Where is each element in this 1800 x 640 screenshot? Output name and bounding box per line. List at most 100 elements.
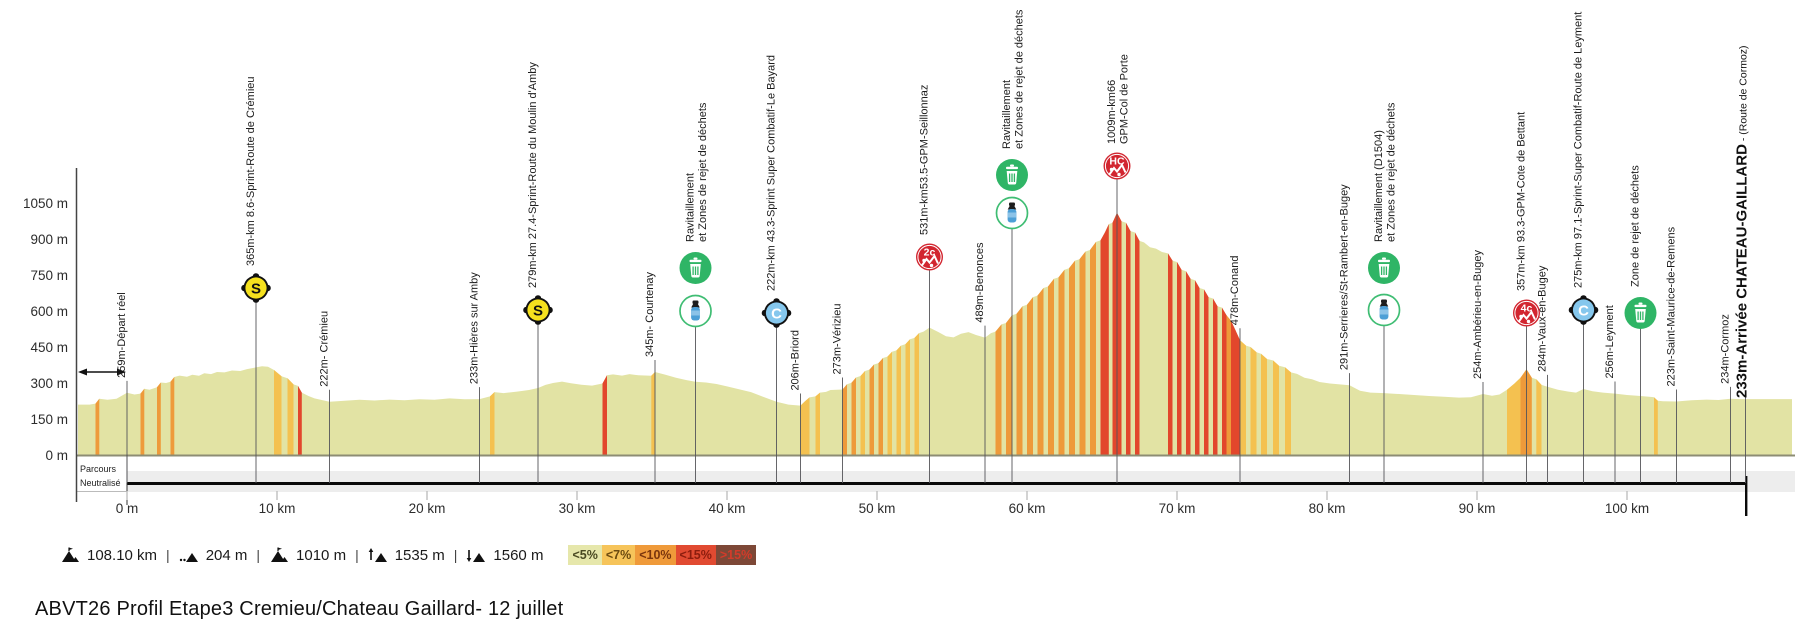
gradient-stripe: [1235, 330, 1240, 455]
marker-label: Ravitaillement: [685, 173, 697, 242]
gradient-stripe: [95, 398, 100, 455]
gradient-stripe: [860, 371, 865, 455]
gradient-stripe: [1250, 347, 1257, 455]
marker-sprint-km27.4: S 279m-km 27.4-Sprint-Route du Moulin d'A…: [523, 62, 553, 483]
gradient-stripe: [1016, 306, 1023, 455]
stat-ascent: 1535 m: [394, 546, 445, 564]
y-axis-label: 900 m: [30, 232, 68, 247]
gradient-stripe: [1195, 280, 1200, 455]
marker-town-km103.3: 223m-Saint-Maurice-de-Remens: [1666, 226, 1678, 483]
route-band: [127, 471, 1795, 492]
gradient-legend-gt15: >15%: [715, 545, 757, 565]
marker-town-km81.5: 291m-Serrieres/St-Rambert-en-Bugey: [1339, 184, 1351, 483]
gradient-stripe: [1037, 288, 1044, 455]
neutral-section-label: Parcours Neutralisé: [80, 463, 121, 490]
marker-label: 206m-Briord: [790, 330, 802, 391]
gradient-stripe: [170, 377, 175, 455]
gradient-stripe: [287, 378, 294, 455]
svg-text:4c: 4c: [1521, 303, 1533, 315]
x-axis-label: 90 km: [1459, 501, 1496, 516]
gradient-stripe: [274, 370, 282, 455]
gradient-stripe: [1177, 262, 1182, 455]
marker-start-km0: 259m-Départ réel: [116, 292, 128, 483]
stat-descent: 1560 m: [493, 546, 544, 564]
gradient-stripe: [1240, 340, 1246, 455]
x-axis-label: 30 km: [559, 501, 596, 516]
svg-text:S: S: [533, 303, 543, 320]
marker-ravito-km83.8: Ravitaillement (D1504) et Zones de rejet …: [1367, 102, 1401, 483]
y-axis-label: 0 m: [45, 448, 68, 463]
gradient-stripe: [1100, 232, 1105, 455]
svg-text:2c: 2c: [924, 247, 936, 259]
marker-gpm-km53.5: 2c 531m-km53.5-GPM-Seillonnaz: [916, 85, 943, 483]
gradient-stripe: [1058, 269, 1065, 455]
neutral-line1: Parcours: [80, 464, 117, 474]
stat-lowest: 204 m: [205, 546, 248, 564]
marker-label: 222m- Crémieu: [319, 311, 331, 387]
gradient-stripe: [869, 364, 874, 455]
x-axis-label: 50 km: [859, 501, 896, 516]
marker-label: 478m-Conand: [1229, 256, 1241, 326]
gradient-stripe: [1507, 383, 1515, 455]
gradient-stripe: [851, 377, 856, 455]
marker-waste-km100.9: Zone de rejet de déchets: [1624, 165, 1657, 483]
marker-combatif-km97.1: C 275m-km 97.1-Sprint-Super Combatif-Rout…: [1568, 12, 1599, 483]
x-axis-label: 100 km: [1605, 501, 1649, 516]
highest-point-icon: [269, 547, 289, 563]
gradient-stripe: [842, 384, 847, 455]
gradient-stripe: [1112, 212, 1117, 455]
marker-label: 357m-km 93.3-GPM-Cote de Bettant: [1516, 112, 1528, 291]
marker-label: GPM-Col de Porte: [1119, 54, 1131, 144]
gradient-stripe: [800, 401, 805, 455]
gradient-stripe: [1526, 369, 1532, 455]
y-axis-label: 150 m: [30, 412, 68, 427]
gradient-stripe: [887, 351, 892, 455]
svg-text:C: C: [771, 306, 782, 323]
marker-label: 234m-Cormoz: [1720, 314, 1732, 384]
marker-town-km94.7: 284m-Vaux-en-Bugey: [1537, 265, 1549, 483]
marker-town-km35.2: 345m- Courtenay: [644, 271, 656, 483]
y-axis-label: 1050 m: [23, 196, 68, 211]
marker-gpm-km66: HC 1009m-km66 GPM-Col de Porte: [1103, 54, 1131, 483]
marker-ravito-km59: Ravitaillement et Zones de rejet de déche…: [995, 9, 1029, 483]
gradient-legend-lt10: <10%: [635, 545, 676, 565]
gradient-stripe: [1222, 307, 1227, 455]
stat-separator: |: [355, 547, 359, 563]
total-ascent-icon: [368, 547, 388, 563]
marker-label: 1009m-km66: [1106, 80, 1118, 144]
marker-sprint-km8.6: S 365m-km 8.6-Sprint-Route de Crémieu: [241, 76, 271, 483]
gradient-stripe: [1048, 278, 1054, 455]
marker-label: 273m-Vérizieu: [832, 304, 844, 375]
gradient-stripe: [1213, 298, 1218, 455]
gradient-stripe: [1204, 289, 1209, 455]
x-axis-label: 80 km: [1309, 501, 1346, 516]
stat-distance: 108.10 km: [87, 546, 158, 564]
marker-label: 291m-Serrieres/St-Rambert-en-Bugey: [1339, 184, 1351, 370]
gradient-stripe: [1520, 369, 1527, 455]
route-end-tick: [1745, 476, 1748, 516]
gradient-stripe: [1186, 271, 1191, 455]
total-descent-icon: [466, 547, 486, 563]
marker-town-km90.4: 254m-Ambérieu-en-Bugey: [1472, 250, 1484, 483]
stat-separator: |: [256, 547, 261, 563]
marker-label: 222m-km 43.3-Sprint Super Combatif-Le Ba…: [766, 55, 778, 291]
gradient-stripe: [298, 385, 302, 455]
x-axis-label: 20 km: [409, 501, 446, 516]
marker-label: 279m-km 27.4-Sprint-Route du Moulin d'Am…: [527, 62, 539, 288]
x-axis-label: 10 km: [259, 501, 296, 516]
gradient-stripe: [1069, 260, 1075, 455]
finish-label: 233m-Arrivée CHATEAU-GAILLARD - (Route d…: [1734, 45, 1751, 398]
x-axis-label: 0 m: [116, 501, 139, 516]
gradient-stripe: [157, 382, 161, 455]
gradient-stripe: [1006, 315, 1012, 455]
marker-ravito-km37.9: Ravitaillement et Zones de rejet de déche…: [679, 102, 712, 483]
marker-combatif-km43.3: C 222m-km 43.3-Sprint Super Combatif-Le B…: [761, 55, 792, 483]
gradient-stripe: [1105, 224, 1109, 455]
gradient-stripe: [1261, 353, 1267, 455]
neutral-line2: Neutralisé: [80, 477, 121, 488]
gradient-stripe: [815, 392, 820, 455]
marker-label: 233m-Hières sur Amby: [469, 272, 481, 384]
gradient-stripe: [878, 358, 883, 455]
gradient-stripe: [140, 388, 145, 455]
gradient-stripe: [1090, 241, 1096, 455]
